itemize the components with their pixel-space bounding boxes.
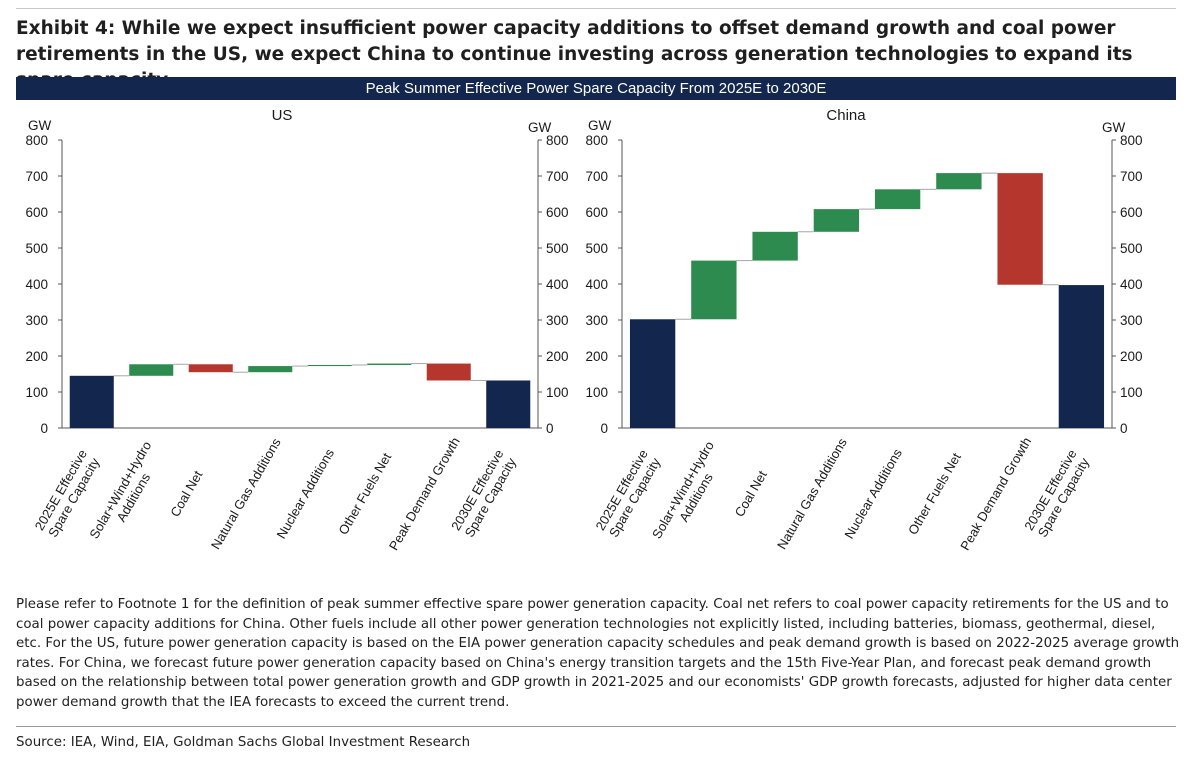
chart-0-tick-label-left: 700 — [25, 169, 48, 184]
chart-1-tick-label-left: 100 — [585, 385, 608, 400]
chart-1-tick-label-left: 800 — [585, 133, 608, 148]
chart-1-tick-label-right: 700 — [1120, 169, 1143, 184]
chart-0-bar-natural-gas-additions — [248, 366, 293, 373]
chart-0-category-label: Peak Demand Growth — [386, 435, 463, 553]
chart-0-tick-label-right: 600 — [546, 205, 569, 220]
chart-1-tick-label-right: 0 — [1120, 421, 1128, 436]
chart-1-tick-label-right: 300 — [1120, 313, 1143, 328]
chart-0-bar-nuclear-additions — [307, 365, 352, 367]
chart-1-tick-label-right: 100 — [1120, 385, 1143, 400]
chart-0-category-label: Solar+Wind+HydroAdditions — [86, 439, 167, 549]
chart-1-tick-label-left: 300 — [585, 313, 608, 328]
chart-1-tick-label-left: 700 — [585, 169, 608, 184]
chart-0-tick-label-left: 100 — [25, 385, 48, 400]
chart-1-bar-solar-wind-hydro-additions — [691, 260, 737, 320]
chart-1-bar-nuclear-additions — [874, 189, 921, 210]
chart-0-bar-other-fuels-net — [367, 363, 412, 365]
category-label-line: Peak Demand Growth — [386, 435, 463, 553]
source-note: Source: IEA, Wind, EIA, Goldman Sachs Gl… — [16, 735, 471, 750]
chart-1-category-label: 2030E EffectiveSpare Capacity — [1021, 447, 1092, 541]
chart-0-category-label: Nuclear Additions — [274, 446, 338, 542]
chart-1-bar-2030e-effective-spare-capacity — [1058, 285, 1105, 428]
chart-0-title: US — [272, 107, 293, 124]
chart-area: US GW GW 0 0 100 100 200 200 300 300 400 400 500 500 60… — [0, 100, 1200, 585]
category-label-line: Coal Net — [167, 468, 205, 520]
chart-0-tick-label-left: 600 — [25, 205, 48, 220]
chart-1-tick-label-right: 200 — [1120, 349, 1143, 364]
chart-0-tick-label-left: 500 — [25, 241, 48, 256]
category-label-line: Nuclear Additions — [841, 446, 905, 542]
chart-1-bar-2025e-effective-spare-capacity — [629, 319, 676, 428]
chart-0-y-unit-right: GW — [528, 120, 552, 135]
chart-0-bar-coal-net — [188, 364, 233, 373]
chart-1-y-unit-left: GW — [588, 118, 612, 133]
banner-title: Peak Summer Effective Power Spare Capaci… — [365, 80, 827, 97]
chart-0-tick-label-right: 400 — [546, 277, 569, 292]
chart-0-bar-solar-wind-hydro-additions — [129, 364, 174, 376]
chart-0-tick-label-left: 300 — [25, 313, 48, 328]
chart-1-tick-label-left: 500 — [585, 241, 608, 256]
footnote: Please refer to Footnote 1 for the defin… — [16, 597, 1180, 710]
chart-0-category-label: 2030E EffectiveSpare Capacity — [448, 447, 519, 541]
chart-1-tick-label-left: 400 — [585, 277, 608, 292]
chart-1-tick-label-right: 600 — [1120, 205, 1143, 220]
chart-1-category-label: Solar+Wind+HydroAdditions — [649, 439, 730, 549]
chart-1-bar-other-fuels-net — [936, 173, 982, 190]
category-label-line: Nuclear Additions — [274, 446, 338, 542]
category-label-line: Peak Demand Growth — [957, 435, 1034, 553]
category-label-line: Other Fuels Net — [905, 450, 964, 537]
chart-0-bar-peak-demand-growth — [426, 363, 471, 381]
chart-0-tick-label-left: 400 — [25, 277, 48, 292]
chart-1-bar-peak-demand-growth — [997, 173, 1043, 285]
chart-0-tick-label-right: 200 — [546, 349, 569, 364]
chart-1-tick-label-right: 800 — [1120, 133, 1143, 148]
chart-1-tick-label-right: 500 — [1120, 241, 1143, 256]
chart-0-tick-label-right: 100 — [546, 385, 569, 400]
chart-0-category-label: Other Fuels Net — [335, 450, 394, 537]
chart-0-bar-2030e-effective-spare-capacity — [486, 380, 531, 428]
chart-0-tick-label-left: 800 — [25, 133, 48, 148]
waterfall-charts: US GW GW 0 0 100 100 200 200 300 300 400 400 500 500 60… — [25, 107, 1143, 553]
chart-1-category-label: Nuclear Additions — [841, 446, 905, 542]
chart-1-bar-natural-gas-additions — [813, 209, 860, 232]
category-label-line: Coal Net — [732, 468, 770, 520]
chart-1-tick-label-left: 600 — [585, 205, 608, 220]
chart-0-y-unit-left: GW — [28, 118, 52, 133]
chart-1-tick-label-left: 0 — [600, 421, 608, 436]
chart-banner: Peak Summer Effective Power Spare Capaci… — [16, 77, 1176, 100]
category-label-line: Other Fuels Net — [335, 450, 394, 537]
category-label-line: Natural Gas Additions — [774, 435, 850, 552]
chart-0-tick-label-right: 300 — [546, 313, 569, 328]
bottom-rule — [16, 726, 1176, 727]
chart-0-category-label: Natural Gas Additions — [208, 435, 284, 552]
chart-1-y-unit-right: GW — [1102, 120, 1126, 135]
chart-1-category-label: Coal Net — [732, 468, 770, 520]
chart-1-title: China — [826, 107, 866, 124]
chart-0-category-label: Coal Net — [167, 468, 205, 520]
chart-1-category-label: Natural Gas Additions — [774, 435, 850, 552]
chart-1-category-label: Other Fuels Net — [905, 450, 964, 537]
chart-0-bar-2025e-effective-spare-capacity — [69, 375, 114, 428]
chart-0-tick-label-right: 700 — [546, 169, 569, 184]
chart-0-tick-label-right: 500 — [546, 241, 569, 256]
top-rule — [16, 8, 1176, 9]
chart-1-tick-label-right: 400 — [1120, 277, 1143, 292]
chart-1-bar-coal-net — [752, 231, 798, 261]
chart-0-tick-label-left: 200 — [25, 349, 48, 364]
chart-0-tick-label-left: 0 — [40, 421, 48, 436]
chart-1-category-label: Peak Demand Growth — [957, 435, 1034, 553]
chart-0-tick-label-right: 800 — [546, 133, 569, 148]
chart-1-tick-label-left: 200 — [585, 349, 608, 364]
category-label-line: Natural Gas Additions — [208, 435, 284, 552]
chart-0-tick-label-right: 0 — [546, 421, 554, 436]
